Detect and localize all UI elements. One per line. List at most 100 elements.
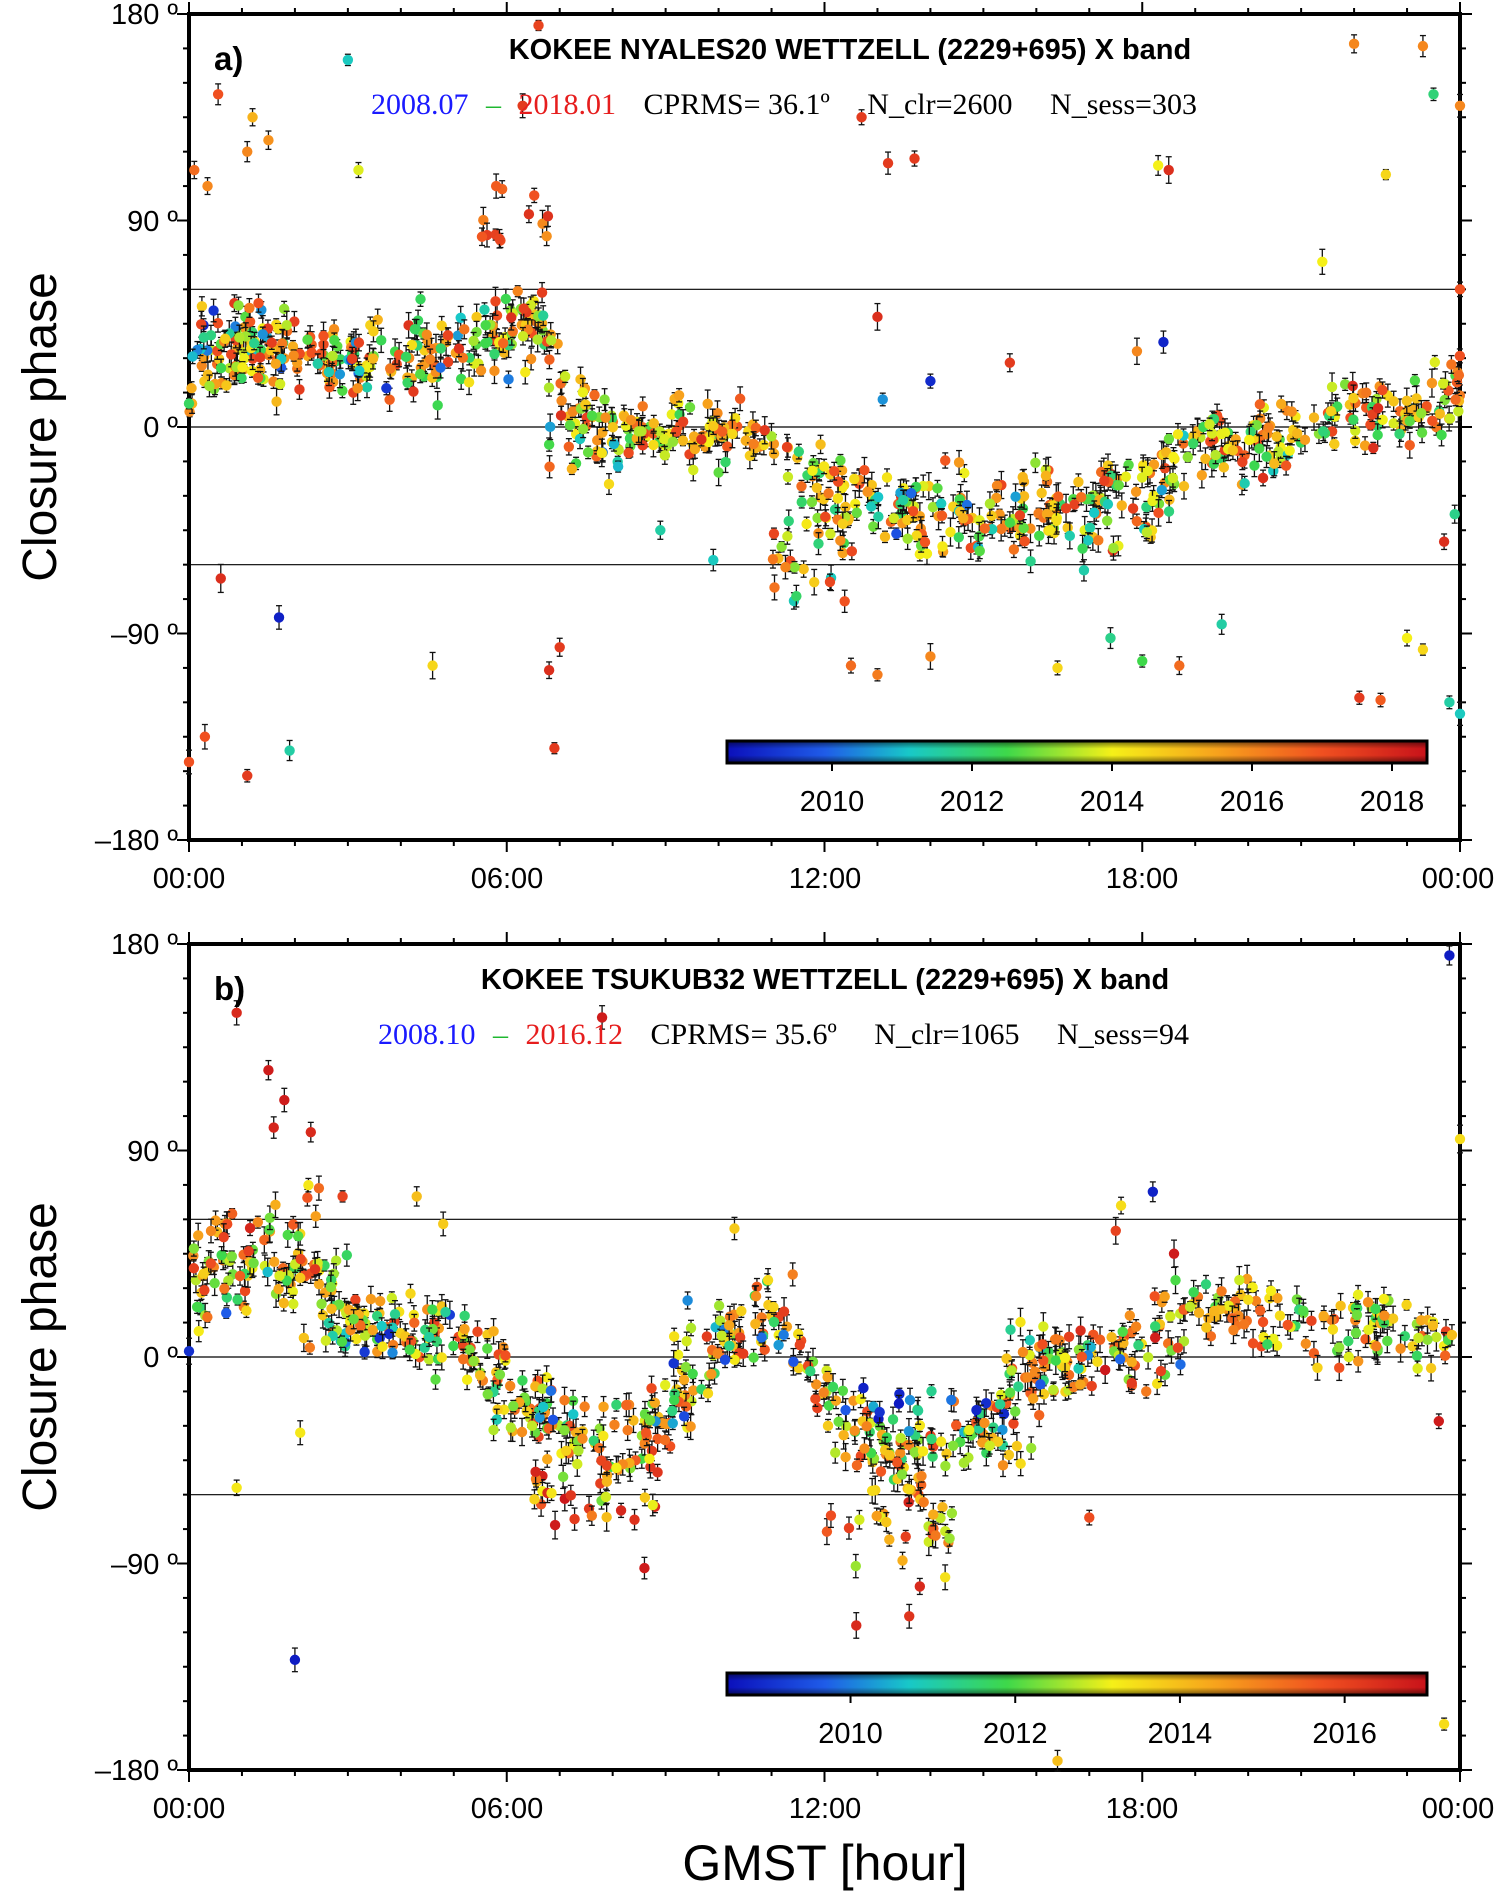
data-point: [979, 523, 990, 534]
data-point: [1141, 527, 1153, 538]
data-point: [1350, 1327, 1362, 1339]
data-point: [1156, 484, 1168, 496]
data-point: [702, 1388, 714, 1399]
data-point: [782, 531, 793, 542]
data-point: [415, 368, 426, 380]
data-point: [809, 576, 820, 588]
data-point: [1378, 1293, 1390, 1305]
data-point: [727, 428, 738, 440]
data-point: [1269, 458, 1280, 469]
data-point: [1014, 510, 1026, 521]
data-point: [789, 562, 800, 573]
data-point: [1086, 1380, 1097, 1392]
data-point: [984, 498, 996, 509]
data-point: [372, 314, 383, 325]
data-point: [793, 1328, 804, 1340]
data-point: [1030, 457, 1041, 468]
data-point: [1453, 370, 1465, 381]
outlier-point: [242, 770, 253, 781]
data-point: [405, 1288, 416, 1299]
data-point: [603, 478, 615, 490]
outlier-point: [845, 660, 857, 671]
data-point: [507, 326, 518, 337]
data-point: [833, 1416, 844, 1427]
data-point: [1204, 419, 1215, 430]
data-point: [1148, 459, 1160, 470]
data-point: [654, 426, 665, 437]
data-point: [881, 472, 893, 483]
data-point: [1130, 486, 1142, 497]
data-point: [796, 481, 807, 492]
data-point: [879, 531, 891, 543]
data-point: [1284, 445, 1295, 456]
y-tick-label: –180 º: [95, 825, 179, 857]
outlier-point: [1004, 357, 1016, 368]
data-point: [677, 416, 689, 427]
data-point: [512, 286, 523, 297]
outlier-point: [1174, 660, 1185, 671]
data-point: [1048, 1384, 1059, 1395]
data-point: [233, 300, 244, 311]
outlier-point: [856, 112, 867, 123]
data-point: [1291, 428, 1303, 439]
data-point: [791, 590, 802, 602]
data-point: [518, 303, 529, 314]
panel-b: 2010 2012 2014 2016 180 º 90 º 0 º –90 º –1…: [14, 929, 1494, 1891]
data-point: [1008, 544, 1020, 555]
data-point: [902, 533, 913, 544]
outlier-point: [273, 612, 285, 623]
colorbar-tick-label: 2016: [1220, 786, 1285, 818]
data-point: [335, 354, 346, 365]
data-point: [837, 518, 848, 530]
data-point: [580, 399, 591, 410]
data-point: [1426, 377, 1438, 389]
data-point: [888, 513, 900, 524]
data-point: [846, 546, 858, 557]
data-point: [722, 441, 733, 452]
outlier-point: [1163, 164, 1174, 176]
data-point: [375, 335, 387, 346]
data-point: [849, 473, 860, 485]
data-point: [815, 439, 826, 450]
data-point: [945, 526, 956, 538]
data-point: [1136, 472, 1148, 483]
outlier-point: [212, 89, 224, 100]
data-point: [1401, 1299, 1412, 1311]
data-point: [958, 513, 969, 524]
data-point: [221, 1292, 233, 1303]
data-point: [208, 305, 219, 316]
data-point: [506, 312, 517, 323]
data-point: [1118, 1337, 1129, 1349]
data-point: [1261, 451, 1272, 462]
data-point: [862, 486, 873, 498]
data-point: [905, 488, 917, 499]
data-point: [767, 554, 779, 565]
data-point: [937, 541, 948, 552]
data-point: [1454, 350, 1466, 362]
panel-label: a): [214, 40, 243, 77]
data-point: [302, 334, 313, 345]
data-point: [688, 464, 699, 476]
outlier-point: [1137, 655, 1148, 667]
data-point: [1216, 428, 1227, 440]
data-point: [1044, 525, 1056, 536]
data-point: [806, 496, 818, 508]
data-point: [936, 510, 948, 521]
data-point: [1076, 492, 1087, 503]
data-point: [1377, 384, 1388, 396]
data-point: [1018, 522, 1029, 534]
data-point: [1388, 396, 1399, 407]
data-point: [1188, 438, 1199, 449]
data-point: [1286, 406, 1297, 417]
data-point: [859, 464, 870, 476]
data-point: [702, 398, 713, 409]
data-point: [1206, 428, 1218, 439]
data-point: [1436, 429, 1447, 441]
data-point: [186, 383, 197, 394]
data-point: [1326, 1314, 1337, 1326]
data-point: [220, 333, 231, 344]
data-point: [529, 190, 540, 201]
data-point: [759, 425, 770, 436]
data-point: [1437, 378, 1449, 389]
data-point: [1351, 1309, 1363, 1321]
